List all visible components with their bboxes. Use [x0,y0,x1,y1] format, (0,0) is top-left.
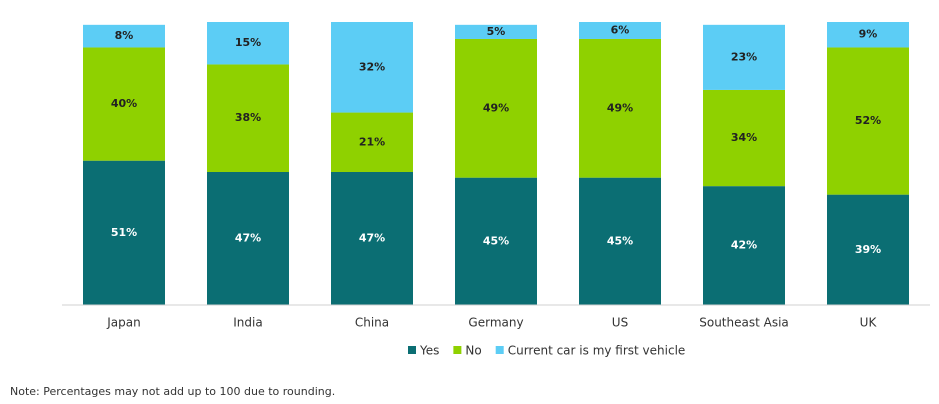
data-label: 42% [731,239,757,252]
bar-segment [331,171,413,305]
data-label: 21% [359,135,385,148]
bar-segment [455,38,537,178]
data-label: 39% [855,243,881,256]
bar-segment [331,112,413,172]
data-label: 8% [115,29,134,42]
x-tick-label: China [355,316,389,330]
x-tick-label: Japan [106,316,140,330]
bar-segment [579,38,661,178]
bar-segment [207,64,289,172]
bar-segment [83,24,165,48]
bar-segment [455,24,537,39]
data-label: 45% [483,234,509,247]
bar-segment [83,160,165,305]
x-tick-label: UK [860,316,878,330]
data-label: 40% [111,97,137,110]
x-tick-label: Southeast Asia [699,316,789,330]
x-tick-label: US [612,316,628,330]
bar-segment [827,22,909,48]
data-label: 51% [111,226,137,239]
data-label: 34% [731,131,757,144]
legend-label: Current car is my first vehicle [508,344,686,358]
data-label: 5% [487,25,506,38]
data-label: 6% [611,23,630,36]
data-label: 49% [607,101,633,114]
data-label: 32% [359,60,385,73]
data-label: 47% [359,231,385,244]
bar-segment [579,177,661,305]
data-label: 9% [859,28,878,41]
data-label: 45% [607,234,633,247]
legend-swatch [495,346,504,354]
data-label: 15% [235,36,261,49]
bar-segment [331,22,413,113]
bar-segment [827,47,909,195]
legend-label: Yes [419,344,439,358]
bar-segment [703,24,785,90]
x-tick-label: Germany [468,316,523,330]
data-label: 23% [731,50,757,63]
bar-segment [703,89,785,187]
data-label: 38% [235,111,261,124]
legend-swatch [408,346,416,354]
x-tick-label: India [233,316,262,330]
bar-segment [83,47,165,161]
bar-segment [827,194,909,305]
note: Note: Percentages may not add up to 100 … [10,385,335,398]
legend-swatch [453,346,462,354]
legend-label: No [465,344,481,358]
bar-segment [207,22,289,65]
bar-segment [703,186,785,305]
data-label: 49% [483,101,509,114]
data-label: 47% [235,231,261,244]
bar-segment [579,22,661,39]
data-label: 52% [855,114,881,127]
bar-segment [207,171,289,305]
bar-segment [455,177,537,305]
